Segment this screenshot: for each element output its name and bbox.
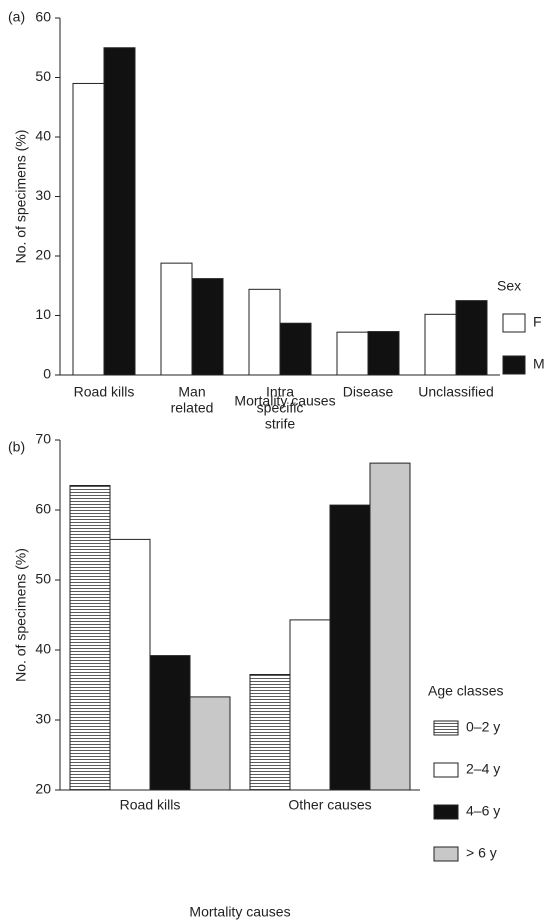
y-tick-label: 40	[35, 128, 51, 144]
bar	[149, 655, 191, 791]
bar	[103, 47, 136, 376]
panel-label: (b)	[8, 439, 25, 455]
bar	[279, 322, 312, 376]
legend-title: Sex	[497, 278, 521, 294]
x-tick-label: specific	[257, 400, 304, 416]
y-tick-label: 40	[35, 641, 51, 657]
legend-label: > 6 y	[466, 845, 497, 861]
bar	[191, 278, 224, 376]
legend-swatch	[433, 720, 459, 736]
legend-label: 4–6 y	[466, 803, 500, 819]
x-tick-label: strife	[265, 416, 296, 432]
x-axis-label: Mortality causes	[189, 904, 290, 920]
legend-swatch	[502, 313, 526, 333]
y-axis-label: No. of specimens (%)	[13, 130, 29, 264]
x-tick-label: Intra	[266, 384, 294, 400]
x-tick-label: Man	[178, 384, 205, 400]
bar	[248, 288, 281, 376]
x-tick-label: Other causes	[288, 797, 371, 813]
bar	[336, 331, 369, 376]
x-tick-label: related	[171, 400, 214, 416]
x-axis-label: Mortality causes	[234, 393, 335, 409]
legend-swatch	[433, 804, 459, 820]
x-tick-label: Unclassified	[418, 384, 493, 400]
legend-swatch	[502, 355, 526, 375]
bar	[455, 300, 488, 376]
bar	[160, 262, 193, 376]
x-tick-label: Road kills	[74, 384, 135, 400]
legend-label: F	[533, 314, 542, 330]
bar	[69, 485, 111, 791]
y-tick-label: 0	[43, 366, 51, 382]
bar	[369, 462, 411, 791]
y-tick-label: 60	[35, 9, 51, 25]
panel-label: (a)	[8, 9, 25, 25]
y-tick-label: 70	[35, 431, 51, 447]
x-tick-label: Disease	[343, 384, 394, 400]
y-tick-label: 30	[35, 187, 51, 203]
bar	[424, 313, 457, 376]
x-tick-label: Road kills	[120, 797, 181, 813]
bar	[109, 538, 151, 791]
bar	[72, 82, 105, 376]
bar	[289, 619, 331, 791]
y-tick-label: 10	[35, 306, 51, 322]
y-tick-label: 60	[35, 501, 51, 517]
y-axis-label: No. of specimens (%)	[13, 548, 29, 682]
legend-label: M	[533, 356, 545, 372]
bar	[367, 331, 400, 376]
y-tick-label: 20	[35, 247, 51, 263]
bar	[329, 504, 371, 791]
legend-title: Age classes	[428, 683, 503, 699]
legend-swatch	[433, 762, 459, 778]
legend-label: 2–4 y	[466, 761, 500, 777]
y-tick-label: 30	[35, 711, 51, 727]
y-tick-label: 50	[35, 571, 51, 587]
y-tick-label: 20	[35, 781, 51, 797]
y-tick-label: 50	[35, 68, 51, 84]
legend-label: 0–2 y	[466, 719, 500, 735]
legend-swatch	[433, 846, 459, 862]
bar	[189, 696, 231, 791]
bar	[249, 674, 291, 791]
